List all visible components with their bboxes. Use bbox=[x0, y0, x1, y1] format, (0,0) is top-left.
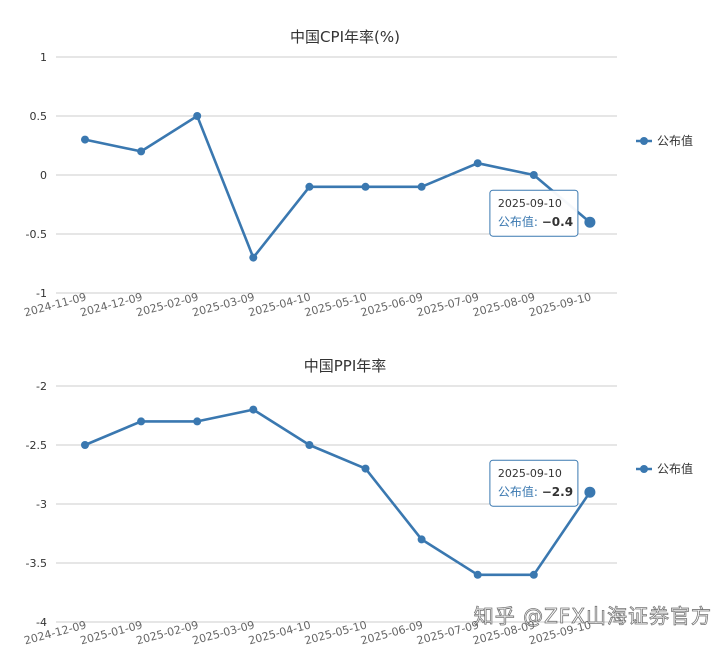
x-tick-label: 2024-11-09 bbox=[23, 290, 88, 319]
tooltip-number: −0.4 bbox=[542, 215, 573, 229]
x-tick-label: 2025-09-10 bbox=[528, 290, 593, 319]
series-line bbox=[84, 114, 591, 259]
chart-title: 中国PPI年率 bbox=[304, 357, 387, 375]
data-point[interactable] bbox=[417, 535, 426, 544]
tooltip-value: 公布值: −2.9 bbox=[498, 484, 573, 499]
data-point[interactable] bbox=[81, 135, 89, 144]
tooltip: 2025-09-10 公布值: −0.4 bbox=[489, 189, 579, 237]
y-tick-label: 0.5 bbox=[30, 110, 48, 123]
watermark: 知乎 @ZFX山海证券官方 bbox=[474, 604, 712, 628]
data-point[interactable] bbox=[193, 112, 202, 120]
x-tick-label: 2025-03-09 bbox=[191, 290, 256, 319]
data-point[interactable] bbox=[361, 182, 370, 191]
y-tick-label: -3.5 bbox=[26, 557, 47, 570]
x-tick-label: 2025-04-10 bbox=[247, 290, 312, 319]
data-point[interactable] bbox=[473, 570, 482, 579]
data-point[interactable] bbox=[249, 253, 258, 262]
x-tick-label: 2025-07-09 bbox=[415, 618, 480, 647]
x-tick-label: 2024-12-09 bbox=[23, 618, 88, 647]
legend[interactable]: 公布值 bbox=[636, 133, 693, 148]
x-tick-label: 2025-08-09 bbox=[471, 290, 536, 319]
tooltip-label: 公布值: bbox=[498, 214, 542, 229]
tooltip-date: 2025-09-10 bbox=[498, 197, 562, 210]
x-tick-label: 2025-02-09 bbox=[135, 618, 200, 647]
tooltip-date: 2025-09-10 bbox=[498, 467, 562, 480]
data-point[interactable] bbox=[417, 182, 426, 191]
legend-marker bbox=[640, 465, 648, 473]
data-point[interactable] bbox=[81, 441, 89, 449]
data-point[interactable] bbox=[305, 441, 314, 449]
x-tick-label: 2025-07-09 bbox=[415, 290, 480, 319]
data-point[interactable] bbox=[473, 159, 482, 168]
tooltip-number: −2.9 bbox=[542, 485, 573, 499]
y-tick-label: 0 bbox=[40, 169, 47, 182]
y-tick-label: -3 bbox=[36, 498, 47, 511]
data-point[interactable] bbox=[193, 417, 202, 426]
y-tick-label: 1 bbox=[40, 51, 47, 64]
data-point[interactable] bbox=[584, 486, 596, 498]
x-tick-label: 2025-06-09 bbox=[359, 290, 424, 319]
x-tick-label: 2025-03-09 bbox=[191, 618, 256, 647]
data-point[interactable] bbox=[305, 182, 314, 191]
data-point[interactable] bbox=[584, 216, 596, 228]
data-point[interactable] bbox=[137, 147, 146, 156]
x-tick-label: 2025-01-09 bbox=[79, 618, 144, 647]
tooltip-box bbox=[489, 189, 579, 237]
data-point[interactable] bbox=[137, 417, 146, 426]
y-tick-label: -0.5 bbox=[26, 228, 47, 241]
x-tick-label: 2025-04-10 bbox=[247, 618, 312, 647]
legend-label: 公布值 bbox=[657, 133, 693, 148]
y-tick-label: -1 bbox=[36, 287, 47, 300]
tooltip-label: 公布值: bbox=[498, 484, 542, 499]
chart-title: 中国CPI年率(%) bbox=[290, 28, 400, 46]
tooltip-box bbox=[489, 459, 579, 507]
x-tick-label: 2025-05-10 bbox=[303, 290, 368, 319]
x-tick-label: 2025-06-09 bbox=[359, 618, 424, 647]
y-tick-label: -2.5 bbox=[26, 439, 47, 452]
x-tick-label: 2025-05-10 bbox=[303, 618, 368, 647]
series-line bbox=[84, 408, 591, 577]
y-tick-label: -2 bbox=[36, 380, 47, 393]
cpi-chart: 中国CPI年率(%) 1 0.5 0 -0.5 -12024-11-092024-12-… bbox=[23, 28, 693, 319]
data-point[interactable] bbox=[249, 405, 258, 414]
tooltip-value: 公布值: −0.4 bbox=[498, 214, 573, 229]
tooltip: 2025-09-10 公布值: −2.9 bbox=[489, 459, 579, 507]
x-tick-label: 2024-12-09 bbox=[79, 290, 144, 319]
legend-label: 公布值 bbox=[657, 461, 693, 476]
data-point[interactable] bbox=[529, 171, 538, 179]
y-tick-label: -4 bbox=[36, 616, 47, 629]
x-tick-label: 2025-02-09 bbox=[135, 290, 200, 319]
data-point[interactable] bbox=[529, 570, 538, 579]
legend-marker bbox=[640, 137, 648, 145]
legend[interactable]: 公布值 bbox=[636, 461, 693, 476]
data-point[interactable] bbox=[361, 464, 370, 473]
